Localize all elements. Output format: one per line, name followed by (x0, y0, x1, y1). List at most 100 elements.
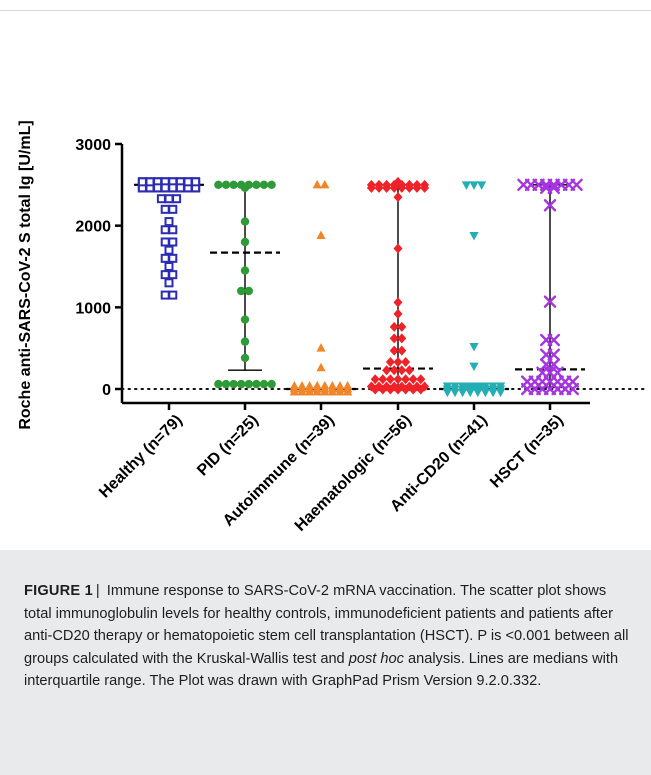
data-point (343, 387, 353, 396)
data-point (297, 381, 307, 390)
data-point (267, 379, 276, 389)
data-point (214, 379, 223, 389)
data-point (312, 179, 322, 189)
data-point (164, 278, 174, 288)
data-point (240, 217, 250, 226)
scatter-chart: 0 1000 2000 3000 Roche anti-SARS-CoV-2 S tot… (17, 120, 649, 535)
data-point (327, 381, 337, 390)
data-point (164, 245, 174, 255)
caption-separator: | (95, 583, 100, 599)
data-point (305, 387, 315, 396)
data-point (416, 374, 426, 385)
data-point (461, 181, 471, 190)
data-point (477, 382, 487, 391)
data-point (412, 182, 422, 193)
data-point (240, 266, 250, 275)
data-point (401, 374, 411, 385)
data-point (450, 382, 460, 391)
data-point (378, 374, 388, 385)
data-point (477, 181, 487, 190)
data-point (237, 379, 246, 389)
data-point (401, 357, 411, 368)
data-point (382, 182, 392, 193)
data-points (137, 176, 583, 397)
data-point (404, 182, 414, 193)
data-point (385, 374, 395, 385)
axes (115, 142, 649, 410)
data-point (393, 308, 403, 319)
figure-label: FIGURE 1 (24, 583, 93, 599)
data-point (316, 230, 326, 239)
data-point (566, 382, 579, 396)
data-point (316, 343, 326, 352)
data-point (240, 353, 250, 363)
figure-panel: 0 1000 2000 3000 Roche anti-SARS-CoV-2 S tot… (0, 10, 651, 552)
data-point (397, 333, 407, 344)
data-point (543, 199, 557, 212)
data-point (312, 381, 322, 390)
data-point (393, 192, 403, 203)
data-point (385, 357, 395, 368)
data-point (237, 286, 246, 296)
data-point (229, 379, 238, 389)
data-point (450, 388, 460, 397)
data-point (393, 357, 403, 368)
data-point (408, 384, 418, 395)
data-point (191, 177, 201, 187)
data-point (172, 194, 182, 204)
data-point (312, 387, 322, 396)
data-point (366, 182, 376, 193)
data-point (320, 179, 330, 189)
data-point (156, 194, 166, 204)
data-point (252, 379, 261, 389)
data-point (335, 387, 345, 396)
data-point (316, 362, 326, 372)
data-point (374, 182, 384, 193)
data-point (168, 270, 178, 280)
data-point (244, 286, 253, 296)
data-point (469, 343, 479, 352)
data-point (327, 387, 337, 396)
x-category-label: HSCT (n=35) (487, 412, 567, 492)
data-point (320, 381, 330, 390)
data-point (160, 204, 170, 214)
data-point (488, 382, 498, 391)
data-point (160, 270, 170, 280)
data-point (164, 217, 174, 227)
data-point (164, 262, 174, 271)
data-point (145, 177, 155, 187)
data-point (496, 388, 506, 397)
data-point (408, 374, 418, 385)
data-point (305, 381, 315, 390)
data-point (259, 379, 269, 389)
data-point (488, 388, 498, 397)
data-point (259, 180, 269, 190)
data-point (547, 348, 560, 361)
median-iqr-lines (134, 183, 585, 391)
x-category-label: PID (n=25) (194, 412, 262, 480)
data-point (473, 388, 483, 397)
data-point (496, 382, 506, 391)
data-point (370, 374, 380, 385)
data-point (393, 297, 403, 308)
data-point (389, 321, 399, 332)
data-point (469, 231, 479, 241)
data-point (461, 382, 471, 391)
y-tick-label: 3000 (75, 137, 111, 154)
data-point (320, 387, 330, 396)
data-point (547, 358, 560, 371)
data-point (229, 180, 238, 190)
data-point (221, 379, 231, 389)
caption-emphasis: post hoc (348, 650, 404, 667)
data-point (404, 365, 414, 376)
data-point (168, 290, 178, 300)
data-point (382, 365, 392, 376)
data-point (370, 384, 380, 395)
y-axis-title: Roche anti-SARS-CoV-2 S total Ig [U/mL] (17, 120, 34, 429)
figure-caption: FIGURE 1 | Immune response to SARS-CoV-2 … (24, 580, 634, 693)
data-point (175, 183, 185, 193)
data-point (183, 177, 193, 187)
data-point (168, 183, 178, 193)
data-point (153, 183, 163, 193)
data-point (289, 387, 299, 396)
